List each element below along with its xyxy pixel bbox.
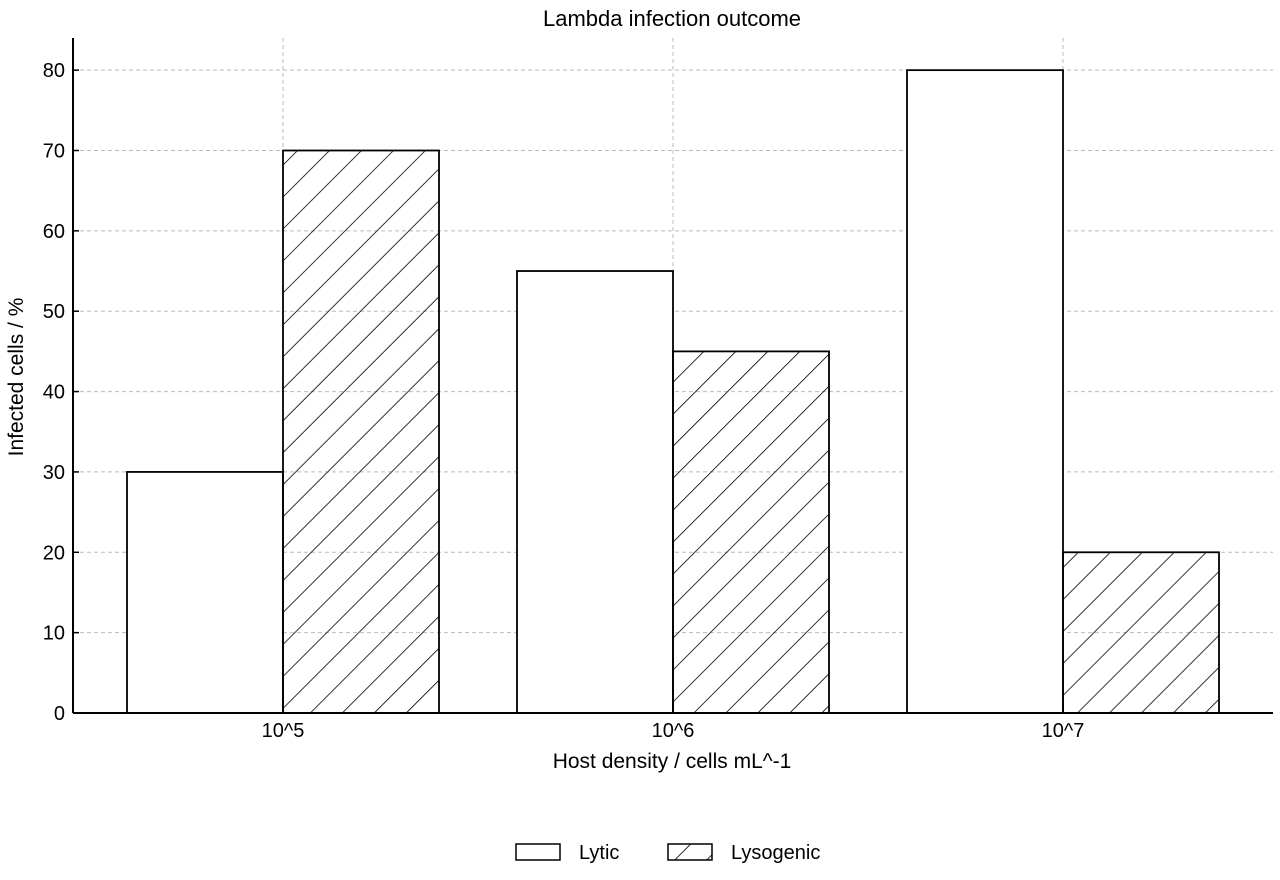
- y-axis-title: Infected cells / %: [5, 298, 28, 457]
- bar-lytic-0: [126, 471, 284, 714]
- y-tick-label: 70: [43, 141, 65, 163]
- y-tick-label: 50: [43, 301, 65, 323]
- bar-lysogenic-1: [672, 350, 830, 714]
- legend-swatch-lysogenic: [667, 843, 713, 861]
- chart-title: Lambda infection outcome: [543, 6, 801, 31]
- bar-lytic-2: [906, 69, 1064, 714]
- legend-label-lysogenic: Lysogenic: [731, 842, 820, 864]
- x-tick-label: 10^6: [652, 720, 695, 742]
- legend-label-lytic: Lytic: [579, 842, 619, 864]
- bar-lysogenic-0: [282, 149, 440, 714]
- y-tick-label: 10: [43, 623, 65, 645]
- y-tick-label: 40: [43, 382, 65, 404]
- x-tick-label: 10^5: [262, 720, 305, 742]
- legend-swatch-lytic: [515, 843, 561, 861]
- y-tick-label: 0: [54, 703, 65, 725]
- y-tick-label: 20: [43, 542, 65, 564]
- legend: Lytic Lysogenic: [515, 842, 820, 864]
- bar-lysogenic-2: [1062, 551, 1220, 714]
- y-tick-label: 60: [43, 221, 65, 243]
- bar-lytic-1: [516, 270, 674, 714]
- x-tick-label: 10^7: [1042, 720, 1085, 742]
- axes-layer: 0 10 20 30 40 50 60 70 80 10^5 10^6 10^7: [43, 38, 1273, 742]
- x-axis-title: Host density / cells mL^-1: [553, 750, 792, 773]
- y-tick-label: 30: [43, 462, 65, 484]
- y-tick-label: 80: [43, 60, 65, 82]
